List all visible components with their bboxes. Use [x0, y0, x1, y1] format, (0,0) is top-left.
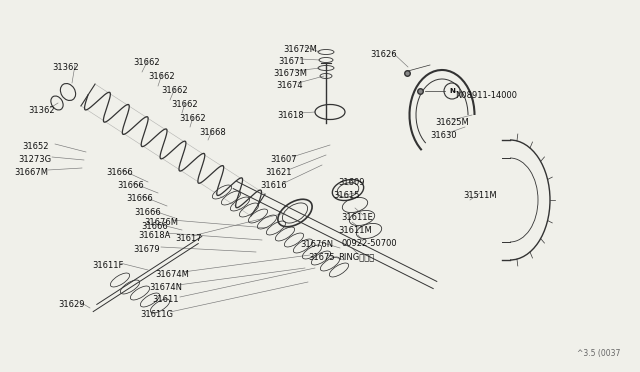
Text: 31362: 31362 — [52, 63, 79, 72]
Text: N08911-14000: N08911-14000 — [455, 91, 517, 100]
Text: 31611: 31611 — [152, 295, 179, 304]
Text: 31674: 31674 — [276, 81, 303, 90]
Text: 31679: 31679 — [133, 245, 159, 254]
Text: ^3.5 (0037: ^3.5 (0037 — [577, 349, 620, 358]
Text: 31362: 31362 — [28, 106, 54, 115]
Text: 31626: 31626 — [370, 50, 397, 59]
Text: 31617: 31617 — [175, 234, 202, 243]
Text: 31662: 31662 — [148, 72, 175, 81]
Text: 31672M: 31672M — [283, 45, 317, 54]
Text: 31630: 31630 — [430, 131, 456, 140]
Text: 31662: 31662 — [133, 58, 159, 67]
Text: 31652: 31652 — [22, 142, 49, 151]
Text: 31607: 31607 — [270, 155, 296, 164]
Text: RINGリング: RINGリング — [338, 252, 374, 261]
Text: 31621: 31621 — [265, 168, 291, 177]
Text: 31615: 31615 — [333, 191, 360, 200]
Text: 31674N: 31674N — [149, 283, 182, 292]
Text: 31625M: 31625M — [435, 118, 468, 127]
Text: 31609: 31609 — [338, 178, 365, 187]
Text: 31662: 31662 — [161, 86, 188, 95]
Text: 31618A: 31618A — [138, 231, 170, 240]
Text: 31611G: 31611G — [140, 310, 173, 319]
Text: 31629: 31629 — [58, 300, 84, 309]
Text: 31273G: 31273G — [18, 155, 51, 164]
Text: 31666: 31666 — [106, 168, 132, 177]
Text: 31616: 31616 — [260, 181, 287, 190]
Text: 31667M: 31667M — [14, 168, 48, 177]
Text: 31676M: 31676M — [144, 218, 178, 227]
Text: 31611E: 31611E — [341, 213, 372, 222]
Text: 31666: 31666 — [126, 194, 153, 203]
Text: 31666: 31666 — [134, 208, 161, 217]
Text: 00922-50700: 00922-50700 — [341, 239, 397, 248]
Text: 31666: 31666 — [117, 181, 144, 190]
Text: 31611F: 31611F — [92, 261, 124, 270]
Text: 31611M: 31611M — [338, 226, 372, 235]
Text: 31675: 31675 — [308, 253, 335, 262]
Text: N: N — [449, 88, 455, 94]
Text: 31511M: 31511M — [463, 191, 497, 200]
Text: 31673M: 31673M — [273, 69, 307, 78]
Text: 31671: 31671 — [278, 57, 305, 66]
Text: 31676N: 31676N — [300, 240, 333, 249]
Text: 31618: 31618 — [277, 111, 303, 120]
Text: 31666: 31666 — [141, 222, 168, 231]
Text: 31668: 31668 — [199, 128, 226, 137]
Text: 31662: 31662 — [171, 100, 198, 109]
Text: 31674M: 31674M — [155, 270, 189, 279]
Text: 31662: 31662 — [179, 114, 205, 123]
